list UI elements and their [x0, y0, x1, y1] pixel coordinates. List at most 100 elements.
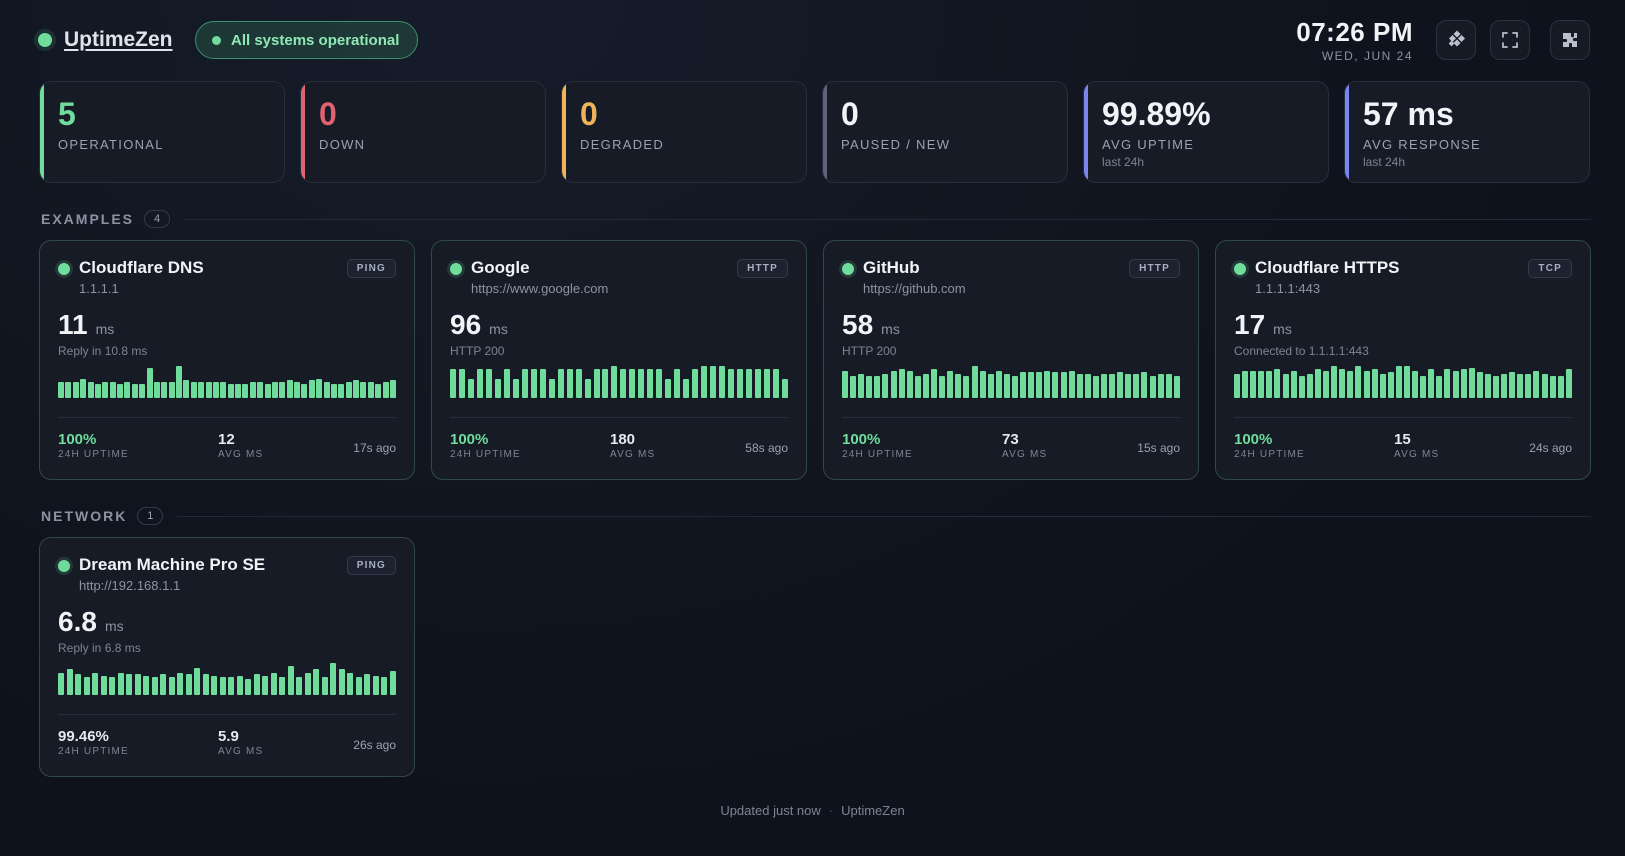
history-bar [194, 667, 200, 695]
brand-name[interactable]: UptimeZen [64, 28, 173, 51]
monitor-status-dot [58, 263, 70, 275]
monitor-card[interactable]: Cloudflare DNS 1.1.1.1 PING 11 ms Reply … [39, 240, 415, 480]
history-bar [1339, 369, 1346, 398]
history-bar [638, 369, 645, 398]
avg-value: 12 [218, 431, 235, 448]
history-bar [1141, 372, 1148, 398]
uptime-label: 24H UPTIME [1234, 449, 1305, 460]
history-bar [364, 674, 370, 695]
monitor-name[interactable]: GitHub [863, 258, 920, 277]
response-time: 6.8 ms [58, 606, 124, 638]
stat-label: PAUSED / NEW [841, 137, 951, 152]
section-divider [184, 218, 1591, 220]
history-bar [313, 669, 319, 695]
avg-value: 180 [610, 431, 636, 448]
history-bar [65, 382, 72, 398]
history-bar [235, 383, 241, 398]
history-bar [1242, 370, 1249, 398]
stat-value: 0 [580, 96, 598, 132]
history-bar [1084, 374, 1091, 398]
history-bar [692, 369, 699, 398]
history-bar [219, 677, 226, 695]
fullscreen-button[interactable] [1490, 20, 1530, 60]
history-bar [1165, 374, 1172, 398]
history-bar [294, 382, 300, 398]
history-bar [1395, 366, 1402, 398]
history-bar [548, 378, 555, 398]
card-divider [842, 417, 1180, 418]
history-bar [494, 378, 501, 398]
history-bar [922, 374, 929, 398]
monitor-name[interactable]: Cloudflare DNS [79, 258, 204, 277]
history-bar [1149, 375, 1156, 398]
history-bar [1125, 374, 1132, 398]
history-bar [176, 366, 182, 398]
stat-label: DEGRADED [580, 137, 665, 152]
avg-stat: 73 AVG MS [1002, 431, 1047, 460]
fullscreen-icon [1502, 32, 1518, 48]
settings-button[interactable] [1550, 20, 1590, 60]
card-divider [58, 417, 396, 418]
response-unit: ms [881, 321, 900, 337]
monitor-name[interactable]: Cloudflare HTTPS [1255, 258, 1400, 277]
history-bar [1476, 372, 1483, 398]
footer-separator: · [828, 803, 834, 818]
history-bar [728, 369, 735, 398]
uptime-stat: 99.46% 24H UPTIME [58, 728, 129, 757]
history-bar [146, 367, 153, 398]
history-bar [1314, 369, 1321, 398]
history-bar [914, 375, 921, 398]
history-bar [287, 666, 294, 695]
brand[interactable]: UptimeZen [34, 20, 173, 60]
avg-label: AVG MS [1002, 449, 1048, 460]
history-bar [228, 677, 234, 695]
history-bar [139, 383, 146, 398]
uptime-value: 99.46% [58, 728, 109, 745]
uptime-stat: 100% 24H UPTIME [450, 431, 521, 460]
response-unit: ms [104, 618, 124, 634]
history-bar [360, 382, 367, 398]
monitor-card[interactable]: Google https://www.google.com HTTP 96 ms… [431, 240, 807, 480]
history-bar [629, 369, 636, 398]
history-bar [557, 369, 564, 398]
uptime-value: 100% [450, 431, 489, 448]
history-bar [1436, 375, 1443, 398]
overall-status-text: All systems operational [231, 31, 400, 49]
history-bar [611, 366, 618, 398]
avg-stat: 12 AVG MS [218, 431, 263, 460]
history-bar [72, 382, 79, 398]
history-bar [117, 383, 123, 398]
history-bar [242, 383, 249, 398]
response-value: 96 [450, 309, 482, 340]
history-bar [575, 369, 582, 398]
history-bar [100, 675, 107, 695]
response-value: 17 [1234, 309, 1266, 340]
section-count: 4 [144, 210, 171, 228]
monitor-card[interactable]: Dream Machine Pro SE http://192.168.1.1 … [39, 537, 415, 777]
history-bar [117, 672, 124, 695]
response-time: 11 ms [58, 309, 114, 341]
history-bar [1403, 366, 1410, 398]
history-bar [236, 675, 243, 695]
uptime-label: 24H UPTIME [58, 449, 129, 460]
history-bar [249, 382, 256, 398]
avg-label: AVG MS [1394, 449, 1440, 460]
history-bar [1420, 375, 1427, 398]
history-bar [947, 370, 954, 398]
history-bar [1298, 375, 1305, 398]
history-bar [476, 369, 483, 398]
theme-button[interactable] [1436, 20, 1476, 60]
avg-value: 73 [1002, 431, 1019, 448]
history-bar [995, 370, 1002, 398]
monitor-card[interactable]: Cloudflare HTTPS 1.1.1.1:443 TCP 17 ms C… [1215, 240, 1591, 480]
monitor-name[interactable]: Google [471, 258, 530, 277]
monitor-card[interactable]: GitHub https://github.com HTTP 58 ms HTT… [823, 240, 1199, 480]
history-bar [874, 375, 881, 398]
history-bar [183, 380, 190, 398]
monitor-name[interactable]: Dream Machine Pro SE [79, 555, 266, 574]
history-bar [1003, 374, 1010, 398]
history-bar [66, 669, 73, 695]
history-bar [1266, 370, 1273, 398]
history-bar [83, 677, 90, 695]
history-bar [1484, 374, 1491, 398]
